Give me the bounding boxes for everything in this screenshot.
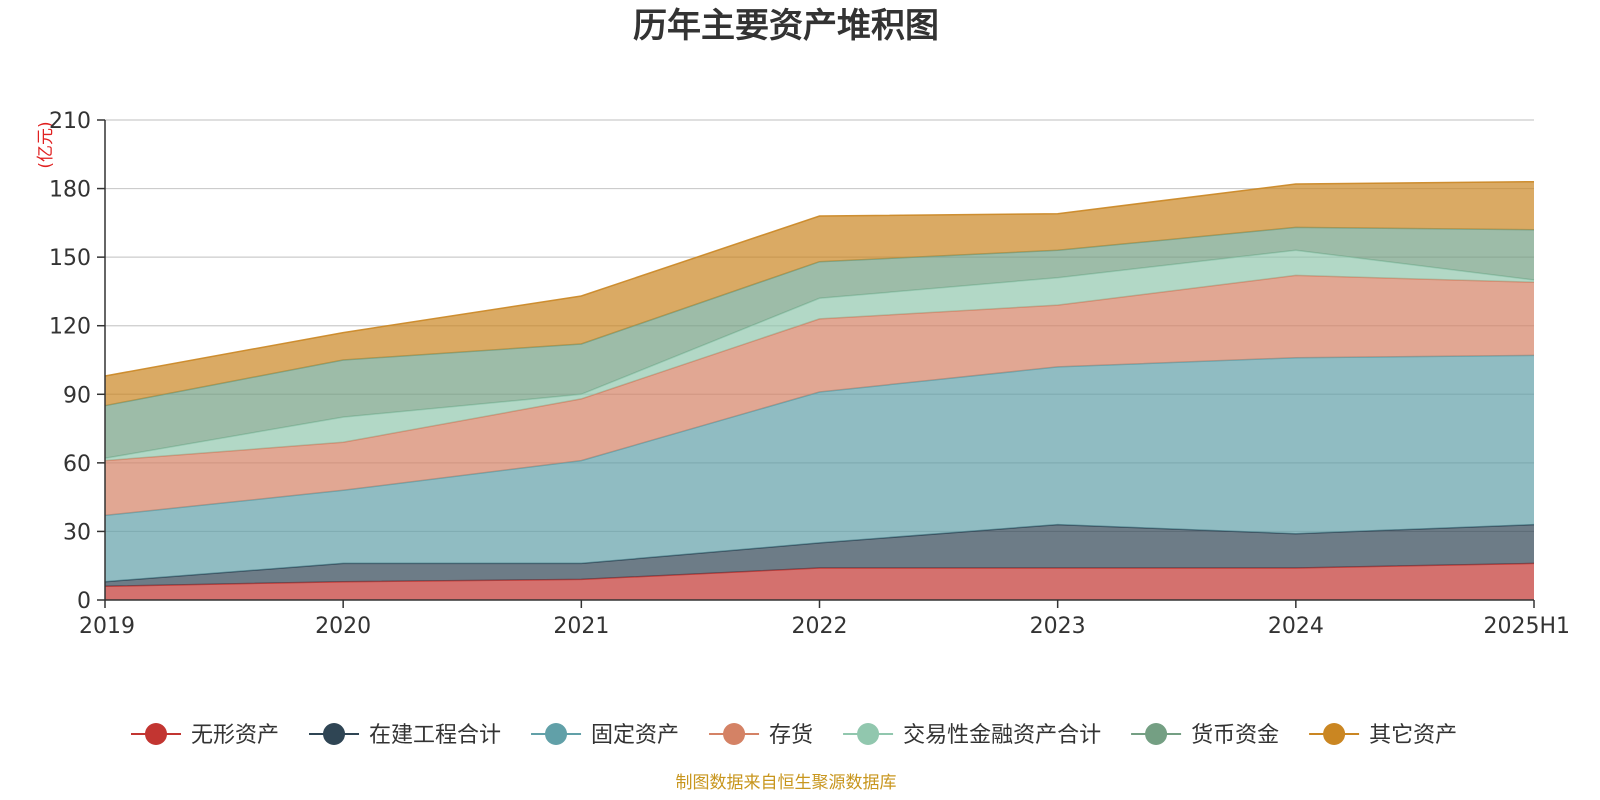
x-tick-label: 2021 <box>553 614 609 639</box>
y-tick-label: 150 <box>49 246 91 271</box>
legend-marker <box>323 723 346 745</box>
legend-marker <box>723 723 746 745</box>
legend-label: 货币资金 <box>1191 723 1279 748</box>
legend-item-3[interactable]: 固定资产 <box>531 723 679 748</box>
legend-label: 交易性金融资产合计 <box>903 723 1101 748</box>
x-tick-label: 2019 <box>79 614 135 639</box>
area-series <box>104 180 1535 600</box>
legend-marker <box>1145 723 1168 745</box>
y-tick-label: 120 <box>49 315 91 340</box>
legend-item-2[interactable]: 在建工程合计 <box>309 723 501 748</box>
legend-label: 固定资产 <box>591 723 679 748</box>
area-5 <box>105 250 1534 461</box>
legend-item-6[interactable]: 货币资金 <box>1131 723 1279 748</box>
area-2 <box>105 524 1534 587</box>
legend-label: 其它资产 <box>1369 723 1457 748</box>
y-tick-label: 180 <box>49 178 91 203</box>
legend-item-4[interactable]: 存货 <box>709 723 813 748</box>
x-tick-label: 2025H1 <box>1483 614 1570 639</box>
legend-label: 无形资产 <box>191 723 279 748</box>
legend-marker <box>1323 723 1346 745</box>
legend-label: 在建工程合计 <box>369 723 501 748</box>
legend-marker <box>857 723 880 745</box>
legend-item-7[interactable]: 其它资产 <box>1309 723 1457 748</box>
legend: 无形资产 在建工程合计 固定资产 存货 交易性金融资产合计 货币资金 其它资产 <box>131 723 1457 748</box>
data-source-note: 制图数据来自恒生聚源数据库 <box>676 773 897 793</box>
y-tick-label: 210 <box>49 109 91 134</box>
y-tick-label: 90 <box>63 383 91 408</box>
area-4 <box>105 275 1534 516</box>
legend-item-1[interactable]: 无形资产 <box>131 723 279 748</box>
legend-marker <box>145 723 167 745</box>
legend-item-5[interactable]: 交易性金融资产合计 <box>843 723 1101 748</box>
x-tick-label: 2023 <box>1030 614 1086 639</box>
axes: 0 30 60 90 120 150 180 210 2019 2020 2021 2022 2023 2… <box>49 109 1570 639</box>
area-1 <box>105 563 1534 600</box>
area-3 <box>105 355 1534 582</box>
x-tick-label: 2022 <box>792 614 848 639</box>
y-tick-label: 30 <box>63 520 91 545</box>
area-6 <box>105 227 1534 459</box>
area-line-7 <box>104 180 1535 377</box>
legend-label: 存货 <box>769 723 813 748</box>
y-tick-label: 0 <box>77 589 91 614</box>
chart-title: 历年主要资产堆积图 <box>633 6 939 46</box>
x-tick-label: 2024 <box>1268 614 1324 639</box>
y-axis-unit: (亿元) <box>36 121 56 168</box>
x-tick-label: 2020 <box>315 614 371 639</box>
legend-marker <box>545 723 568 745</box>
y-tick-label: 60 <box>63 452 91 477</box>
area-7 <box>105 181 1534 406</box>
